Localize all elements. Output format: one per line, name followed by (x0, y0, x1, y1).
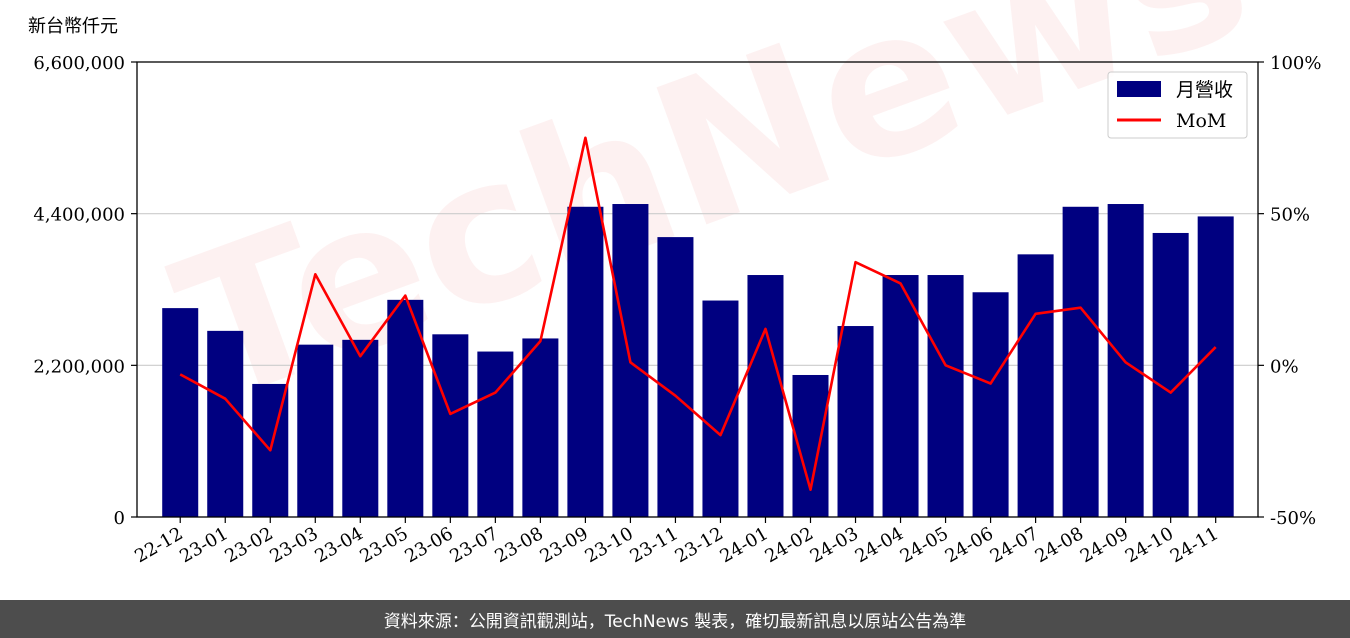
bar-24-03 (837, 326, 874, 517)
bar-22-12 (162, 308, 199, 517)
x-tick-label: 24-04 (852, 523, 907, 567)
x-tick-label: 23-08 (491, 523, 546, 567)
x-tick-label: 23-01 (176, 523, 231, 567)
x-tick-label: 23-04 (311, 523, 366, 567)
left-tick-label: 0 (114, 508, 125, 529)
x-tick-label: 24-02 (762, 523, 817, 567)
unit-label: 新台幣仟元 (28, 16, 118, 37)
bar-24-11 (1197, 216, 1234, 517)
bar-23-03 (297, 344, 334, 517)
x-tick-label: 24-06 (942, 523, 997, 567)
x-tick-label: 23-12 (672, 523, 727, 567)
x-tick-label: 23-09 (536, 523, 591, 567)
plot-frame (136, 61, 1259, 518)
bar-24-05 (927, 275, 964, 517)
bar-24-08 (1062, 206, 1099, 518)
x-tick-label: 24-09 (1077, 523, 1132, 567)
bar-24-10 (1152, 232, 1189, 517)
right-tick-label: 50% (1270, 205, 1310, 226)
x-tick-label: 24-10 (1122, 523, 1177, 567)
left-tick-label: 4,400,000 (33, 205, 125, 226)
bar-23-11 (657, 237, 694, 517)
bar-23-05 (387, 299, 424, 517)
x-tick-label: 23-05 (356, 523, 411, 567)
x-tick-label: 23-06 (401, 523, 456, 567)
x-tick-label: 24-01 (717, 523, 772, 567)
legend-bar-swatch (1117, 81, 1161, 97)
bar-23-09 (567, 206, 604, 518)
x-tick-label: 24-07 (987, 523, 1042, 567)
bar-24-07 (1017, 254, 1054, 517)
bar-24-04 (882, 275, 919, 517)
legend-line-label: MoM (1176, 110, 1226, 132)
bar-24-06 (972, 292, 1009, 517)
x-tick-label: 23-07 (446, 523, 501, 567)
x-tick-label: 24-08 (1032, 523, 1087, 567)
mom-line-layer (179, 136, 1217, 492)
mom-line (179, 136, 1217, 492)
left-tick-label: 6,600,000 (33, 53, 125, 74)
left-tick-label: 2,200,000 (33, 356, 125, 377)
legend: 月營收 MoM (1107, 71, 1248, 139)
right-tick-label: 100% (1270, 53, 1321, 74)
bar-23-08 (522, 338, 559, 517)
x-tick-label: 23-11 (627, 523, 682, 567)
bar-23-06 (432, 334, 469, 517)
right-axis: -50% 0% 50% 100% (1258, 53, 1321, 529)
bar-23-01 (207, 330, 244, 517)
legend-bar-label: 月營收 (1176, 79, 1233, 101)
x-tick-label: 24-11 (1167, 523, 1222, 567)
footer-source-note: 資料來源：公開資訊觀測站，TechNews 製表，確切最新訊息以原站公告為準 (0, 600, 1350, 638)
x-tick-label: 23-03 (266, 523, 321, 567)
chart: 新台幣仟元 0 2,200,000 4,400,000 6,600,000 -50% 0… (28, 16, 1321, 567)
x-axis: 22-1223-0123-0223-0323-0423-0523-0623-07… (131, 517, 1222, 567)
bar-24-01 (747, 275, 784, 517)
x-tick-label: 24-05 (897, 523, 952, 567)
bar-23-04 (342, 339, 379, 517)
x-tick-label: 22-12 (131, 523, 186, 567)
x-tick-label: 23-10 (581, 523, 636, 567)
x-tick-label: 24-03 (807, 523, 862, 567)
x-tick-label: 23-02 (221, 523, 276, 567)
right-tick-label: -50% (1270, 508, 1316, 529)
right-tick-label: 0% (1270, 356, 1299, 377)
left-axis: 0 2,200,000 4,400,000 6,600,000 (33, 53, 137, 529)
bars (162, 204, 1234, 518)
